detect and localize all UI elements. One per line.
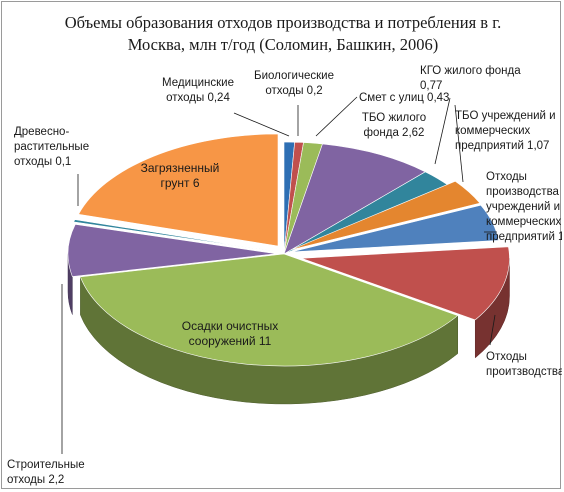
leader-line [233, 112, 290, 137]
slice-label: Отходы проитзводства 3,2 [486, 351, 562, 378]
slice-label: Загрязненный грунт 6 [141, 161, 220, 190]
slice-label-line: коммерческих [455, 125, 530, 137]
leader-line [489, 314, 496, 346]
slice-label-line: Загрязненный [141, 161, 220, 175]
slice-label-line: сооружений 11 [189, 334, 272, 348]
pie-slice [78, 133, 279, 247]
leader-line [454, 104, 464, 183]
leader-lines [61, 96, 497, 454]
pie-tops [67, 133, 510, 367]
slice-label-line: ТБО жилого [362, 112, 426, 124]
pie-slice [283, 143, 426, 255]
slice-label: КГО жилого фонда 0,77 [420, 65, 521, 92]
slice-label-line: Смет с улиц 0,43 [359, 92, 449, 104]
chart-title-line-1: Объемы образования отходов производства … [65, 13, 502, 32]
slice-label-line: отходы 0,24 [166, 92, 230, 104]
slice-label: ТБО учреждений и коммерческих предприятий … [455, 110, 556, 152]
slice-label-line: предприятий 1,07 [455, 140, 549, 152]
slice-label-line: производства от [486, 186, 562, 198]
leader-line [315, 96, 358, 137]
slice-label: ТБО жилого фонда 2,62 [362, 112, 426, 139]
slice-label: Древесно-растительные отходы 0,1 [14, 126, 89, 168]
slice-label-line: Биологические [254, 70, 334, 82]
slice-label-line: Медицинские [162, 77, 234, 89]
slice-label-line: Осадки очистных [182, 319, 278, 333]
slice-label-line: отходы 0,1 [14, 156, 71, 168]
chart-title-line-2: Москва, млн т/год (Соломин, Башкин, 2006… [128, 35, 438, 54]
pie-slice [67, 224, 277, 277]
leader-line [434, 97, 451, 165]
slice-label-line: коммерческих [486, 216, 561, 228]
slice-label-line: проитзводства 3,2 [486, 366, 562, 378]
slice-label-line: отходы 0,2 [265, 85, 322, 97]
slice-label-line: фонда 2,62 [364, 127, 425, 139]
slice-label-line: ТБО учреждений и [455, 110, 556, 122]
slice-labels: Медицинские отходы 0,24 Биологические отход… [7, 65, 562, 486]
slice-label-line: КГО жилого фонда [420, 65, 521, 77]
slice-label: Смет с улиц 0,43 [359, 92, 449, 104]
slice-label: Биологические отходы 0,2 [254, 70, 334, 97]
slice-label-line: грунт 6 [160, 176, 199, 190]
slice-label: Медицинские отходы 0,24 [162, 77, 234, 104]
slice-label-line: учреждений и [486, 201, 560, 213]
pie-slice [290, 180, 481, 251]
slice-label-line: 0,77 [420, 80, 442, 92]
slice-label-line: отходы 2,2 [7, 474, 64, 486]
slice-label-line: Древесно- [14, 126, 69, 138]
slice-label: Осадки очистных сооружений 11 [182, 319, 278, 348]
slice-label: Отходы производства от учреждений и коммерч… [486, 171, 562, 243]
pie-slice [301, 246, 510, 321]
pie-slice [291, 204, 499, 253]
slice-label-line: Отходы [486, 351, 527, 363]
slice-label-line: растительные [14, 141, 89, 153]
slice-label-line: Отходы [486, 171, 527, 183]
slice-label: Строительные отходы 2,2 [7, 459, 85, 486]
pie-slice [73, 219, 275, 252]
pie-slice [79, 253, 459, 367]
slice-label-line: предприятий 1,53 [486, 231, 562, 243]
slice-label-line: Строительные [7, 459, 85, 471]
